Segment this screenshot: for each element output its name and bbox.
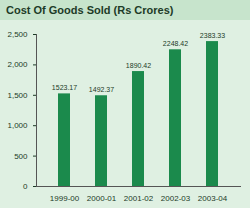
svg-text:1,000: 1,000 [7, 121, 28, 130]
svg-text:1,500: 1,500 [7, 91, 28, 100]
svg-text:2000-01: 2000-01 [87, 194, 117, 203]
svg-text:1890.42: 1890.42 [126, 62, 151, 69]
html-text:Cost Of Goods Sold (Rs Crores): Cost Of Goods Sold (Rs Crores) [6, 4, 174, 16]
svg-text:2,000: 2,000 [7, 60, 28, 69]
svg-text:1492.37: 1492.37 [89, 86, 114, 93]
svg-text:2383.33: 2383.33 [200, 32, 225, 39]
svg-text:2003-04: 2003-04 [198, 194, 228, 203]
svg-text:2248.42: 2248.42 [163, 40, 188, 47]
svg-text:2,500: 2,500 [7, 30, 28, 39]
svg-text:500: 500 [14, 152, 28, 161]
svg-text:1999-00: 1999-00 [50, 194, 80, 203]
svg-text:2002-03: 2002-03 [161, 194, 191, 203]
svg-text:0: 0 [23, 182, 28, 191]
svg-text:2001-02: 2001-02 [124, 194, 154, 203]
svg-text:1523.17: 1523.17 [52, 84, 77, 91]
